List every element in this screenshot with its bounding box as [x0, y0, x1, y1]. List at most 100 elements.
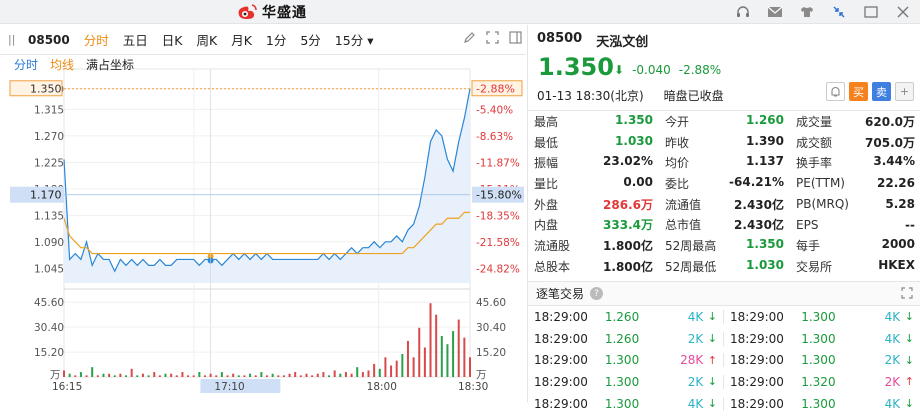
volume-bar [294, 372, 297, 377]
tab-5min[interactable]: 5分 [300, 33, 321, 48]
fullscreen-icon[interactable] [486, 31, 499, 48]
trade-entry: 18:29:00 1.300 28K ↑ [528, 353, 724, 368]
close-icon[interactable] [892, 2, 914, 22]
shirt-icon[interactable] [796, 2, 818, 22]
volume-bar [384, 357, 387, 377]
y-tick-right: -5.40% [476, 104, 513, 116]
vol-tick-right: 30.40 [476, 322, 506, 334]
price-area [64, 88, 470, 283]
stat-value: 3.44% [873, 154, 915, 169]
trade-time: 18:29:00 [534, 374, 588, 389]
legend-average[interactable]: 均线 [50, 58, 75, 72]
toggle-full-axis[interactable]: 满占坐标 [86, 58, 135, 72]
sell-button[interactable]: 卖 [872, 82, 891, 101]
trade-time: 18:29:00 [730, 331, 784, 346]
intraday-chart[interactable]: 分时 均线 满占坐标 1.350 -2.88% 1.315 -5.40% 1.270 -8… [0, 55, 526, 402]
stats-row: 流通股 1.800亿 52周最高 1.350 每手 2000 [528, 235, 920, 256]
minimize-icon[interactable] [828, 2, 850, 22]
stat-label: 最高 [534, 114, 559, 129]
trades-list[interactable]: 18:29:00 1.260 4K ↓ 18:29:00 1.300 4K ↓ 18:29:00… [528, 306, 920, 414]
mail-icon[interactable] [764, 2, 786, 22]
legend-timeshare[interactable]: 分时 [14, 58, 39, 72]
trade-entry: 18:29:00 1.300 4K ↓ [724, 310, 920, 324]
down-arrow-icon: ↓ [904, 332, 914, 346]
logo-text: 华盛通 [262, 5, 307, 21]
tab-15min-label: 15分 [334, 33, 364, 48]
vol-tick-left: 30.40 [34, 322, 64, 334]
stat-cell: 今开 1.260 [659, 113, 790, 130]
stat-cell: 最高 1.350 [528, 113, 659, 130]
stat-cell: 最低 1.030 [528, 134, 659, 151]
trade-time: 18:29:00 [534, 309, 588, 324]
volume-bar [232, 373, 235, 377]
trade-price: 1.300 [604, 353, 640, 368]
down-arrow-icon: ↓ [904, 397, 914, 411]
trade-price: 1.300 [801, 396, 836, 411]
volume-bar [463, 337, 466, 377]
expand-icon[interactable] [901, 287, 913, 302]
dock-icon[interactable] [509, 31, 522, 48]
chart-toolbar: || 08500 分时 五日 日K 周K 月K 1分 5分 15分 ▾ [0, 25, 526, 55]
stat-value: 0.00 [623, 174, 653, 189]
help-icon[interactable]: ? [590, 287, 604, 300]
stat-value: 1.260 [746, 112, 784, 127]
stats-row: 外盘 286.6万 流通值 2.430亿 PB(MRQ) 5.28 [528, 194, 920, 215]
tab-1min[interactable]: 1分 [265, 33, 287, 48]
y-tick-left: 1.090 [34, 237, 64, 249]
down-arrow-icon: ↓ [707, 397, 718, 411]
volume-bar [418, 327, 421, 377]
tab-monthly-k[interactable]: 月K [231, 33, 252, 48]
trade-row: 18:29:00 1.300 4K ↓ 18:29:00 1.300 4K ↓ [528, 393, 920, 414]
tab-timeshare[interactable]: 分时 [83, 33, 109, 48]
stat-value: 2.430亿 [734, 197, 784, 212]
trade-price: 1.320 [801, 374, 836, 389]
stat-cell: 外盘 286.6万 [528, 196, 659, 213]
stat-cell: PB(MRQ) 5.28 [790, 197, 920, 211]
tab-15min[interactable]: 15分 ▾ [335, 30, 374, 49]
volume-bar [164, 373, 167, 377]
drag-handle-icon[interactable]: || [8, 33, 16, 46]
down-arrow-icon: ↓ [904, 310, 914, 324]
volume-bar [243, 375, 246, 377]
trade-price: 1.300 [801, 353, 836, 368]
trade-time: 18:29:00 [534, 396, 588, 411]
volume-bar [192, 375, 195, 377]
x-tick: 16:15 [52, 381, 82, 393]
headset-icon[interactable] [732, 2, 754, 22]
quote-name: 天泓文创 [596, 35, 649, 50]
volume-bar [119, 373, 122, 377]
buy-button[interactable]: 买 [849, 82, 868, 101]
stat-value: 1.390 [746, 133, 784, 148]
trade-volume: 2K [687, 374, 704, 389]
trade-volume: 2K [884, 353, 901, 368]
volume-bar [125, 375, 128, 377]
volume-bar [91, 367, 94, 377]
stats-row: 总股本 1.800亿 52周最低 1.030 交易所 HKEX [528, 256, 920, 277]
volume-bar [181, 372, 184, 377]
trade-row: 18:29:00 1.260 2K ↓ 18:29:00 1.300 4K ↓ [528, 328, 920, 350]
volume-bar [266, 375, 268, 377]
top-left-label: 1.350 [30, 82, 62, 95]
volume-bar [170, 373, 173, 377]
volume-bar [249, 373, 252, 377]
trade-time: 18:29:00 [730, 309, 784, 324]
stat-value: 22.26 [877, 176, 915, 191]
stat-value: 2000 [881, 236, 915, 251]
alert-bell-icon[interactable] [826, 82, 845, 101]
tab-5day[interactable]: 五日 [122, 33, 148, 48]
down-arrow-icon: ↓ [707, 332, 718, 346]
trade-volume: 2K [884, 374, 901, 389]
tab-weekly-k[interactable]: 周K [196, 33, 218, 48]
stat-cell: 成交量 620.0万 [790, 113, 920, 130]
trade-time: 18:29:00 [730, 374, 784, 389]
down-arrow-icon: ↓ [707, 375, 718, 389]
tab-daily-k[interactable]: 日K [161, 33, 183, 48]
stat-label: 流通值 [665, 197, 702, 212]
pen-icon[interactable] [463, 31, 476, 48]
stat-cell: 换手率 3.44% [790, 154, 920, 171]
trade-time: 18:29:00 [534, 331, 588, 346]
window-icon[interactable] [860, 2, 882, 22]
add-watchlist-button[interactable]: + [895, 82, 914, 101]
volume-bar [311, 375, 314, 377]
volume-bar [153, 372, 156, 377]
